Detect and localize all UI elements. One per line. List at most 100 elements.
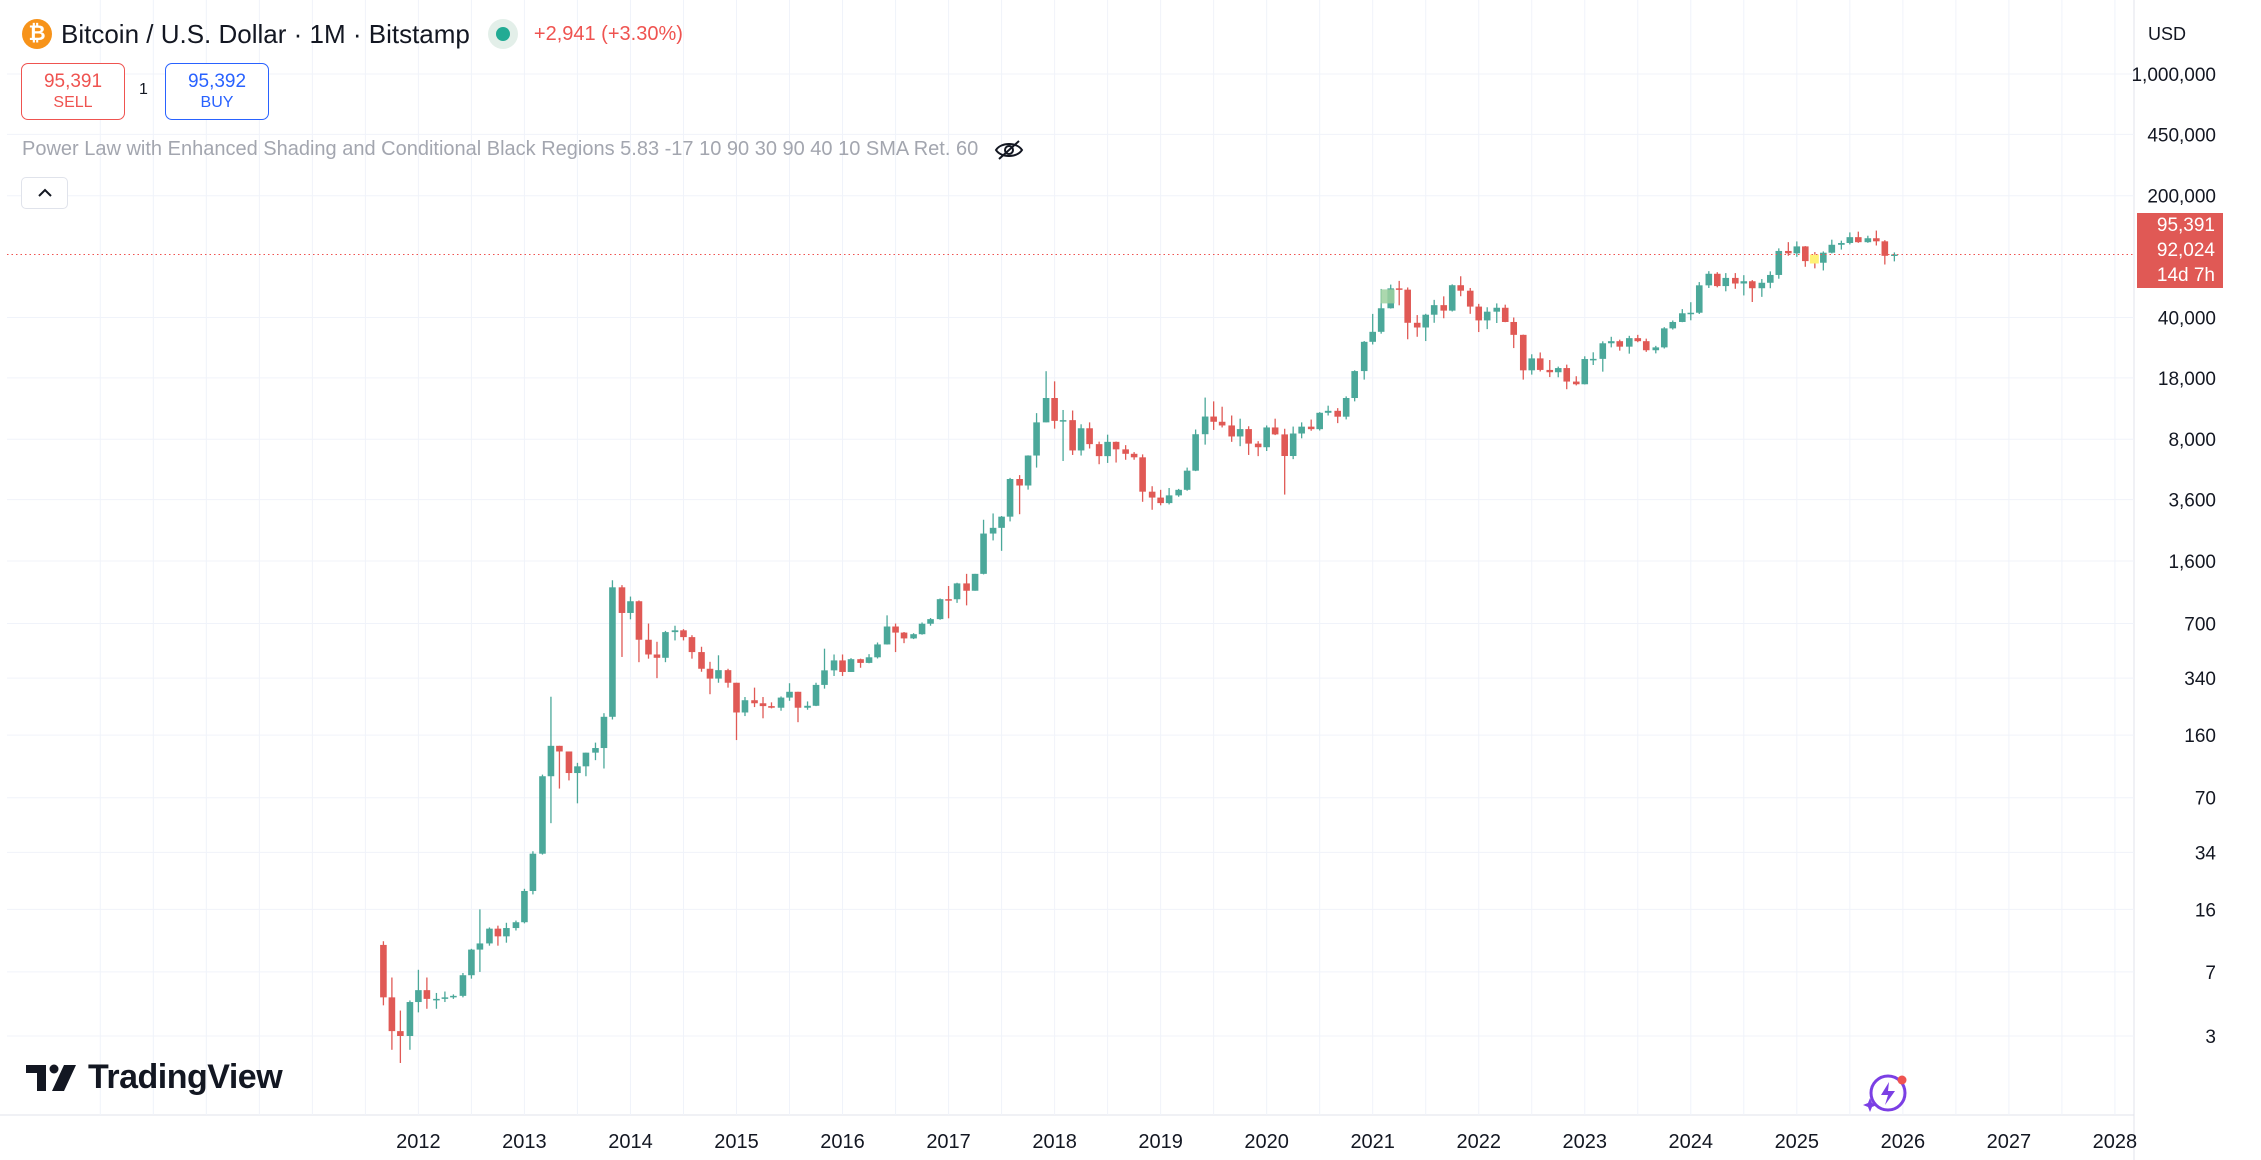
candle[interactable] bbox=[777, 696, 785, 711]
candle[interactable] bbox=[1104, 434, 1111, 463]
indicator-legend[interactable]: Power Law with Enhanced Shading and Cond… bbox=[22, 138, 1024, 161]
candle[interactable] bbox=[998, 516, 1005, 551]
candle[interactable] bbox=[1404, 287, 1411, 340]
candle[interactable] bbox=[1669, 320, 1677, 330]
candle[interactable] bbox=[486, 927, 493, 946]
candle[interactable] bbox=[1466, 287, 1474, 314]
candle[interactable] bbox=[1254, 441, 1262, 457]
candle[interactable] bbox=[1483, 307, 1491, 330]
candle[interactable] bbox=[1130, 452, 1138, 460]
candle[interactable] bbox=[503, 922, 510, 943]
candle[interactable] bbox=[1652, 345, 1660, 354]
candle[interactable] bbox=[671, 625, 679, 641]
candle[interactable] bbox=[433, 992, 440, 1009]
candle[interactable] bbox=[494, 925, 502, 946]
candle[interactable] bbox=[1271, 418, 1279, 436]
candle[interactable] bbox=[892, 623, 899, 653]
candle[interactable] bbox=[1616, 339, 1624, 351]
candle[interactable] bbox=[1687, 302, 1695, 321]
candle[interactable] bbox=[476, 909, 484, 972]
candle[interactable] bbox=[1430, 299, 1438, 323]
candle[interactable] bbox=[609, 580, 616, 720]
candle[interactable] bbox=[1846, 232, 1854, 245]
candle[interactable] bbox=[1228, 415, 1235, 442]
candle[interactable] bbox=[468, 948, 475, 979]
candle[interactable] bbox=[1881, 240, 1889, 265]
price-axis[interactable]: 1,000,000 450,000 200,000 40,000 18,000 8,000… bbox=[2131, 65, 2216, 1048]
candle[interactable] bbox=[1722, 273, 1730, 292]
candle[interactable] bbox=[1316, 412, 1323, 431]
candle[interactable] bbox=[768, 702, 775, 709]
candle[interactable] bbox=[582, 752, 590, 777]
candle[interactable] bbox=[910, 633, 917, 640]
candle[interactable] bbox=[415, 969, 422, 1013]
candle[interactable] bbox=[1793, 241, 1801, 257]
candle[interactable] bbox=[397, 1010, 404, 1063]
candle[interactable] bbox=[1033, 413, 1040, 468]
candle[interactable] bbox=[1767, 271, 1774, 289]
candle[interactable] bbox=[1457, 276, 1464, 297]
candle[interactable] bbox=[1501, 304, 1509, 323]
candle[interactable] bbox=[1210, 401, 1217, 430]
candle[interactable] bbox=[1440, 296, 1448, 319]
ai-assistant-icon[interactable] bbox=[1862, 1072, 1912, 1119]
candle[interactable] bbox=[1748, 280, 1756, 302]
candle[interactable] bbox=[865, 654, 873, 664]
candle[interactable] bbox=[1165, 487, 1173, 505]
candle[interactable] bbox=[1775, 248, 1783, 279]
candle[interactable] bbox=[1493, 303, 1501, 323]
candle[interactable] bbox=[945, 585, 952, 619]
candle[interactable] bbox=[1634, 334, 1642, 343]
candle[interactable] bbox=[1360, 341, 1368, 380]
candle[interactable] bbox=[635, 600, 643, 663]
candle[interactable] bbox=[733, 682, 740, 741]
symbol-title[interactable]: Bitcoin / U.S. Dollar · 1M · Bitstamp bbox=[61, 18, 470, 49]
candle[interactable] bbox=[963, 573, 970, 606]
candle[interactable] bbox=[1838, 240, 1845, 250]
candle[interactable] bbox=[1059, 409, 1067, 462]
candle[interactable] bbox=[918, 622, 926, 635]
candle[interactable] bbox=[1732, 273, 1739, 289]
candle[interactable] bbox=[1245, 426, 1252, 455]
candle[interactable] bbox=[1422, 313, 1430, 342]
candle[interactable] bbox=[936, 598, 944, 620]
candle[interactable] bbox=[592, 742, 599, 761]
candle[interactable] bbox=[1572, 376, 1580, 386]
candle[interactable] bbox=[512, 920, 520, 931]
candle[interactable] bbox=[1307, 419, 1315, 431]
candle[interactable] bbox=[565, 751, 573, 781]
candle[interactable] bbox=[786, 683, 793, 701]
candle[interactable] bbox=[927, 618, 934, 626]
candle[interactable] bbox=[1395, 280, 1403, 306]
candle[interactable] bbox=[388, 977, 396, 1050]
candle[interactable] bbox=[1236, 418, 1244, 447]
candle[interactable] bbox=[600, 713, 608, 769]
candle[interactable] bbox=[1546, 360, 1554, 378]
candle[interactable] bbox=[618, 585, 626, 657]
candle[interactable] bbox=[1157, 489, 1164, 506]
candle[interactable] bbox=[1298, 422, 1305, 439]
candle[interactable] bbox=[645, 623, 652, 659]
candle[interactable] bbox=[556, 745, 563, 789]
candle[interactable] bbox=[1475, 303, 1483, 333]
candle[interactable] bbox=[971, 573, 979, 591]
candle[interactable] bbox=[1625, 335, 1633, 354]
candle[interactable] bbox=[1802, 246, 1809, 267]
hide-indicator-icon[interactable] bbox=[994, 139, 1024, 161]
market-status-icon[interactable] bbox=[487, 19, 518, 49]
candle[interactable] bbox=[1510, 317, 1518, 349]
candle[interactable] bbox=[1006, 477, 1014, 522]
candle[interactable] bbox=[1642, 338, 1650, 352]
candle[interactable] bbox=[1218, 406, 1226, 428]
candle[interactable] bbox=[459, 972, 467, 998]
candle[interactable] bbox=[980, 519, 987, 575]
candle[interactable] bbox=[1139, 454, 1146, 502]
candle[interactable] bbox=[1589, 352, 1597, 365]
buy-button[interactable]: 95,392 BUY bbox=[165, 63, 269, 120]
candle[interactable] bbox=[1183, 467, 1191, 491]
candle[interactable] bbox=[1607, 336, 1615, 348]
candle[interactable] bbox=[874, 642, 881, 659]
candle[interactable] bbox=[741, 697, 749, 717]
candle[interactable] bbox=[794, 691, 802, 723]
